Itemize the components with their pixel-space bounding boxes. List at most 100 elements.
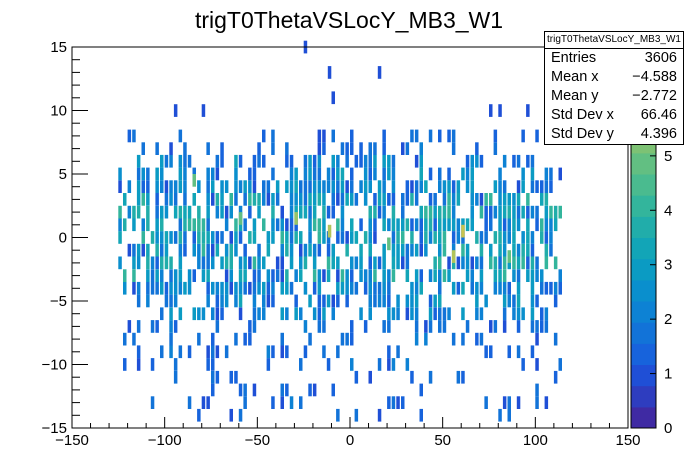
heatmap-cell: [553, 370, 558, 384]
heatmap-cell: [540, 231, 544, 244]
heatmap-cell: [512, 269, 516, 282]
heatmap-cell: [326, 205, 331, 219]
heatmap-cell: [493, 205, 498, 219]
heatmap-cell: [521, 358, 525, 371]
heatmap-cell: [521, 205, 525, 219]
heatmap-cell: [447, 269, 451, 282]
heatmap-cell: [206, 142, 210, 155]
heatmap-cell: [257, 243, 261, 257]
heatmap-cell: [382, 218, 386, 232]
heatmap-cell: [118, 218, 122, 232]
heatmap-cell: [280, 269, 284, 282]
heatmap-cell: [345, 180, 349, 193]
heatmap-cell: [262, 256, 266, 270]
heatmap-cell: [220, 281, 224, 295]
heatmap-cell: [173, 370, 178, 384]
heatmap-cell: [303, 256, 308, 270]
heatmap-cell: [535, 129, 539, 143]
heatmap-cell: [197, 243, 201, 257]
heatmap-cell: [136, 256, 141, 270]
heatmap-cell: [238, 180, 243, 193]
heatmap-cell: [211, 383, 215, 397]
heatmap-cell: [456, 256, 461, 270]
heatmap-cell: [206, 218, 210, 232]
heatmap-cell: [303, 180, 308, 193]
heatmap-cell: [414, 193, 419, 206]
heatmap-cell: [150, 281, 155, 295]
heatmap-cell: [475, 154, 479, 168]
heatmap-cell: [359, 218, 363, 232]
heatmap-cell: [424, 231, 428, 244]
heatmap-cell: [433, 307, 437, 321]
heatmap-cell: [410, 231, 414, 244]
heatmap-cell: [530, 269, 535, 282]
heatmap-cell: [530, 243, 535, 257]
heatmap-cell: [234, 370, 238, 384]
heatmap-cell: [294, 307, 298, 321]
heatmap-cell: [280, 332, 284, 346]
heatmap-cell: [308, 383, 312, 397]
heatmap-cell: [540, 193, 544, 206]
heatmap-cell: [493, 269, 498, 282]
x-axis: −150 −100 −50 0 50 100 150: [55, 417, 641, 449]
heatmap-cell: [535, 294, 539, 308]
heatmap-cell: [438, 243, 442, 257]
heatmap-cell: [438, 256, 442, 270]
heatmap-cell: [465, 167, 470, 181]
heatmap-cell: [229, 370, 233, 384]
heatmap-cell: [526, 193, 530, 206]
heatmap-cell: [553, 294, 558, 308]
heatmap-cell: [516, 269, 521, 282]
heatmap-cell: [553, 332, 558, 346]
heatmap-cell: [234, 180, 238, 193]
heatmap-cell: [549, 243, 553, 257]
heatmap-cell: [350, 256, 354, 270]
heatmap-cell: [308, 154, 312, 168]
heatmap-cell: [271, 269, 275, 282]
heatmap-cell: [317, 154, 322, 168]
stats-label: Mean x: [551, 69, 599, 85]
heatmap-cell: [312, 205, 317, 219]
heatmap-cell: [266, 345, 271, 359]
y-tick-label: −15: [42, 420, 67, 437]
x-tick-label: 50: [434, 432, 451, 449]
heatmap-cell: [489, 205, 493, 219]
heatmap-cell: [285, 307, 289, 321]
heatmap-cell: [368, 167, 372, 181]
heatmap-cell: [280, 383, 284, 397]
heatmap-cell: [312, 269, 317, 282]
heatmap-cell: [312, 218, 317, 232]
heatmap-cell: [484, 396, 488, 409]
heatmap-cell: [146, 294, 150, 308]
heatmap-cell: [173, 281, 178, 295]
heatmap-cell: [155, 167, 159, 181]
heatmap-cell: [387, 237, 391, 251]
heatmap-cell: [373, 154, 377, 168]
heatmap-cell: [382, 180, 386, 193]
heatmap-cell: [289, 154, 294, 168]
heatmap-cell: [451, 332, 456, 346]
heatmap-cell: [447, 193, 451, 206]
heatmap-cell: [479, 332, 484, 346]
heatmap-cell: [155, 243, 159, 257]
heatmap-cell: [164, 294, 169, 308]
heatmap-cell: [331, 256, 335, 270]
heatmap-cell: [428, 307, 433, 321]
heatmap-cell: [164, 243, 169, 257]
heatmap-cell: [169, 180, 173, 193]
heatmap-cell: [447, 205, 451, 219]
heatmap-cell: [493, 281, 498, 295]
heatmap-cell: [160, 345, 164, 359]
heatmap-cell: [285, 345, 289, 359]
heatmap-cell: [382, 269, 386, 282]
heatmap-cell: [470, 205, 474, 219]
heatmap-cell: [414, 294, 419, 308]
heatmap-cell: [327, 66, 332, 79]
heatmap-cell: [173, 269, 178, 282]
heatmap-cell: [257, 281, 261, 295]
heatmap-cell: [201, 104, 206, 117]
heatmap-cell: [401, 205, 405, 219]
heatmap-cell: [234, 332, 238, 346]
heatmap-cell: [206, 205, 210, 219]
heatmap-cell: [484, 205, 488, 219]
